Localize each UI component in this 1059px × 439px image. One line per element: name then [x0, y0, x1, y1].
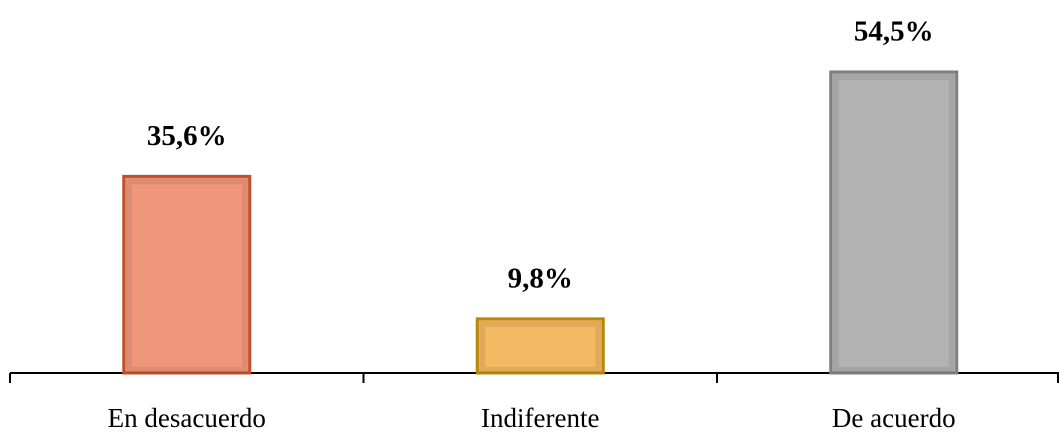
bar-shade: [832, 74, 955, 373]
x-tick-label: Indiferente: [481, 403, 599, 433]
bar-shade: [125, 178, 248, 373]
value-label: 9,8%: [508, 263, 573, 295]
bar-shade: [479, 320, 602, 374]
value-label: 54,5%: [854, 16, 934, 48]
x-tick-label: De acuerdo: [832, 403, 956, 433]
bar: [475, 317, 605, 375]
bar: [122, 174, 252, 375]
bar: [829, 70, 959, 375]
x-tick-label: En desacuerdo: [108, 403, 266, 433]
value-label: 35,6%: [147, 120, 227, 152]
